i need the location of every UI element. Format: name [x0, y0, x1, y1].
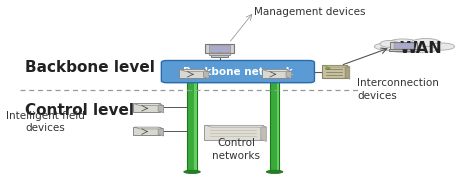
Ellipse shape — [266, 79, 283, 83]
Polygon shape — [203, 70, 209, 79]
FancyBboxPatch shape — [211, 55, 228, 57]
Text: WAN: WAN — [400, 41, 443, 56]
Polygon shape — [158, 104, 164, 113]
FancyBboxPatch shape — [277, 81, 279, 172]
Text: Intelligent field
devices: Intelligent field devices — [6, 110, 85, 133]
FancyBboxPatch shape — [204, 125, 263, 140]
FancyBboxPatch shape — [390, 42, 418, 50]
Polygon shape — [158, 127, 164, 136]
Ellipse shape — [386, 46, 438, 53]
FancyBboxPatch shape — [205, 44, 234, 53]
FancyBboxPatch shape — [179, 69, 205, 78]
FancyBboxPatch shape — [161, 61, 314, 83]
Text: Management devices: Management devices — [254, 7, 365, 17]
Text: Control
networks: Control networks — [212, 138, 260, 161]
Ellipse shape — [380, 40, 398, 47]
Polygon shape — [261, 125, 266, 141]
FancyBboxPatch shape — [270, 81, 279, 172]
Ellipse shape — [429, 43, 455, 50]
Polygon shape — [345, 66, 350, 79]
FancyBboxPatch shape — [133, 127, 160, 135]
Ellipse shape — [266, 170, 283, 173]
Polygon shape — [323, 66, 350, 67]
Ellipse shape — [411, 38, 441, 47]
Polygon shape — [206, 125, 266, 127]
Ellipse shape — [387, 39, 419, 49]
Ellipse shape — [184, 170, 201, 173]
Polygon shape — [181, 70, 209, 72]
Text: Backbone network: Backbone network — [183, 67, 293, 77]
Polygon shape — [263, 70, 292, 72]
Polygon shape — [134, 104, 164, 106]
Ellipse shape — [184, 79, 201, 83]
Polygon shape — [134, 127, 164, 129]
FancyBboxPatch shape — [188, 81, 197, 172]
Polygon shape — [286, 70, 292, 79]
FancyBboxPatch shape — [133, 103, 160, 112]
Text: Control level: Control level — [25, 103, 134, 118]
FancyBboxPatch shape — [393, 43, 414, 49]
FancyBboxPatch shape — [194, 81, 197, 172]
FancyBboxPatch shape — [322, 65, 346, 78]
FancyBboxPatch shape — [262, 69, 287, 78]
Ellipse shape — [374, 43, 400, 50]
FancyBboxPatch shape — [210, 45, 229, 52]
Text: Interconnection
devices: Interconnection devices — [357, 78, 439, 101]
Circle shape — [326, 68, 330, 69]
FancyBboxPatch shape — [209, 53, 230, 55]
FancyBboxPatch shape — [389, 49, 419, 51]
Text: Backbone level: Backbone level — [25, 60, 155, 75]
